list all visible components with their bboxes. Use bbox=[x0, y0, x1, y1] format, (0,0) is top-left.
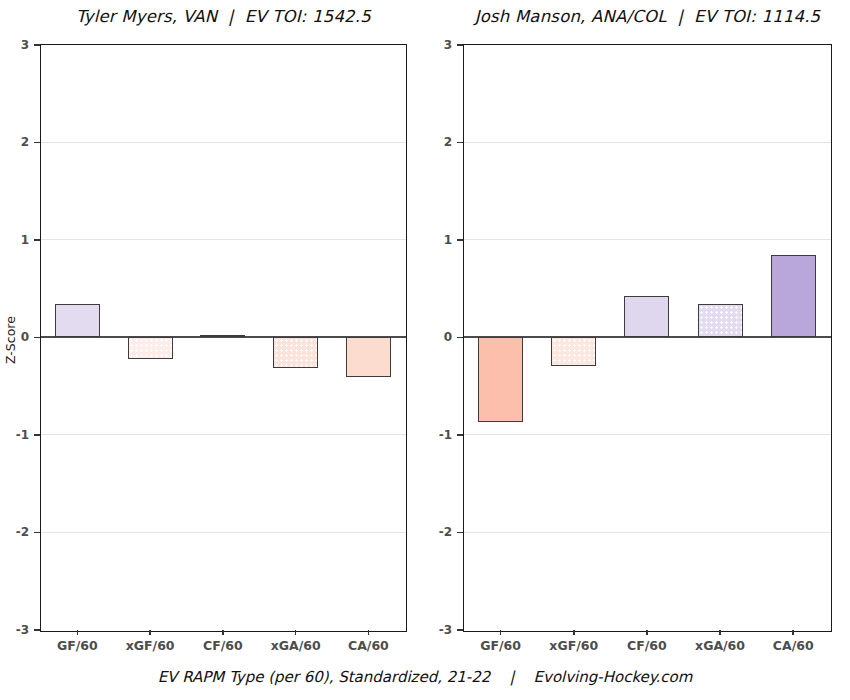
y-axis-tick bbox=[34, 434, 40, 436]
y-axis-tick bbox=[34, 142, 40, 144]
x-axis-tick bbox=[792, 630, 794, 635]
chart-title-left: Tyler Myers, VAN | EV TOI: 1542.5 bbox=[40, 7, 407, 26]
x-axis-tick bbox=[500, 630, 502, 635]
gridline-y-2 bbox=[41, 532, 406, 533]
x-axis-tick bbox=[573, 630, 575, 635]
x-axis-tick bbox=[646, 630, 648, 635]
y-axis-tick-label: 0 bbox=[418, 329, 452, 345]
x-axis-tick bbox=[295, 630, 297, 635]
y-axis-tick-label: 2 bbox=[0, 134, 29, 150]
x-axis-tick bbox=[719, 630, 721, 635]
y-axis-tick-label: -1 bbox=[0, 427, 29, 443]
y-axis-tick bbox=[457, 532, 463, 534]
y-axis-tick bbox=[34, 44, 40, 46]
rapm-comparison-figure: Z-Score Tyler Myers, VAN | EV TOI: 1542.… bbox=[0, 0, 850, 700]
gridline-y-1 bbox=[41, 434, 406, 435]
bar-xga-60 bbox=[698, 304, 743, 337]
y-axis-tick-label: -3 bbox=[418, 622, 452, 638]
y-axis-tick bbox=[457, 629, 463, 631]
x-axis-tick-label: xGF/60 bbox=[112, 638, 188, 653]
x-axis-tick bbox=[149, 630, 151, 635]
chart-title-right: Josh Manson, ANA/COL | EV TOI: 1114.5 bbox=[463, 7, 832, 26]
bar-gf-60 bbox=[478, 337, 523, 422]
plot-area-right: 3210-1-2-3GF/60xGF/60CF/60xGA/60CA/60 bbox=[463, 44, 832, 632]
x-axis-tick-label: GF/60 bbox=[39, 638, 115, 653]
x-axis-tick-label: GF/60 bbox=[463, 638, 539, 653]
x-axis-tick bbox=[368, 630, 370, 635]
bar-xgf-60 bbox=[128, 337, 173, 358]
x-axis-tick-label: CF/60 bbox=[609, 638, 685, 653]
x-axis-tick-label: xGA/60 bbox=[682, 638, 758, 653]
y-axis-tick-label: 0 bbox=[0, 329, 29, 345]
gridline-y2 bbox=[464, 142, 831, 143]
x-axis-tick-label: xGF/60 bbox=[536, 638, 612, 653]
gridline-y2 bbox=[41, 142, 406, 143]
x-axis-tick bbox=[77, 630, 79, 635]
x-axis-tick-label: CA/60 bbox=[755, 638, 831, 653]
y-axis-tick bbox=[34, 337, 40, 339]
x-axis-tick bbox=[222, 630, 224, 635]
bar-gf-60 bbox=[55, 304, 100, 337]
figure-caption: EV RAPM Type (per 60), Standardized, 21-… bbox=[0, 668, 850, 686]
y-axis-tick bbox=[34, 629, 40, 631]
y-axis-tick-label: -1 bbox=[418, 427, 452, 443]
gridline-y-2 bbox=[464, 532, 831, 533]
bar-xga-60 bbox=[273, 337, 318, 367]
y-axis-tick bbox=[34, 532, 40, 534]
gridline-y1 bbox=[41, 239, 406, 240]
bar-xgf-60 bbox=[551, 337, 596, 365]
x-axis-tick-label: CA/60 bbox=[330, 638, 406, 653]
x-axis-tick-label: CF/60 bbox=[185, 638, 261, 653]
gridline-y1 bbox=[464, 239, 831, 240]
bar-ca-60 bbox=[771, 255, 816, 338]
y-axis-tick-label: 2 bbox=[418, 134, 452, 150]
y-axis-tick-label: 3 bbox=[0, 37, 29, 53]
y-axis-tick bbox=[457, 337, 463, 339]
x-axis-tick-label: xGA/60 bbox=[258, 638, 334, 653]
plot-area-left: 3210-1-2-3GF/60xGF/60CF/60xGA/60CA/60 bbox=[40, 44, 407, 632]
y-axis-tick-label: 3 bbox=[418, 37, 452, 53]
y-axis-tick-label: -2 bbox=[0, 524, 29, 540]
y-axis-tick bbox=[457, 142, 463, 144]
y-axis-tick-label: 1 bbox=[418, 232, 452, 248]
y-axis-tick-label: -3 bbox=[0, 622, 29, 638]
bar-cf-60 bbox=[200, 335, 245, 337]
gridline-y-1 bbox=[464, 434, 831, 435]
y-axis-tick bbox=[457, 239, 463, 241]
y-axis-tick bbox=[34, 239, 40, 241]
bar-ca-60 bbox=[346, 337, 391, 377]
y-axis-tick bbox=[457, 44, 463, 46]
y-axis-tick bbox=[457, 434, 463, 436]
bar-cf-60 bbox=[624, 296, 669, 337]
y-axis-tick-label: -2 bbox=[418, 524, 452, 540]
y-axis-tick-label: 1 bbox=[0, 232, 29, 248]
